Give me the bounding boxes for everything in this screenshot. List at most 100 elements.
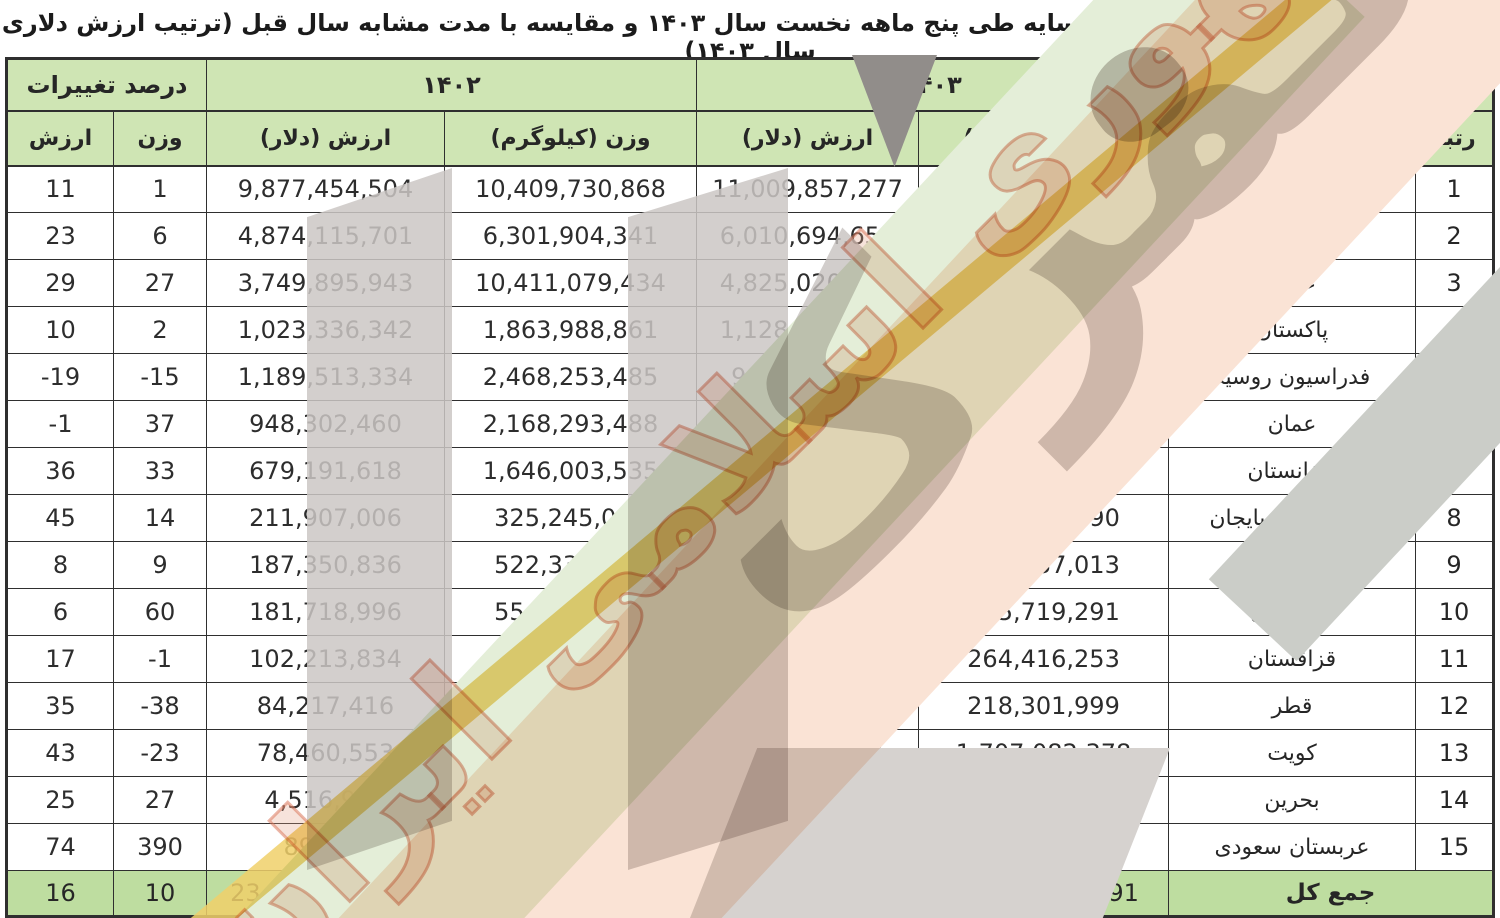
table-row: 1 امارات متحده عربی 10,533,867,170 11,009,8… — [6, 165, 1494, 213]
table-row: 5 فدراسیون روسیه 2,090,114,082 968,772,983 2… — [6, 353, 1494, 401]
total-weight-1402-cell: 39,503,551,442 — [444, 870, 697, 917]
table-row: 6 عمان 2,962,150,082 938,004,191 2,168,293,4… — [6, 400, 1494, 448]
rank-cell: 12 — [1415, 682, 1494, 730]
weight-1402-cell: 38,536 — [444, 823, 697, 871]
header-row-years: ۱۴۰۳ ۱۴۰۲ درصد تغییرات — [6, 58, 1494, 112]
table-row: 12 قطر 218,301,999 113,534,657 351,639,063 84… — [6, 682, 1494, 730]
value-1403-cell: 11,009,857,277 — [696, 165, 919, 213]
rank-cell: 5 — [1415, 353, 1494, 401]
table-row: 3 عراق 13,182,157,239 4,825,020,778 10,411,0… — [6, 259, 1494, 307]
weight-pct-cell: 37 — [113, 400, 207, 448]
rank-cell: 1 — [1415, 165, 1494, 213]
value-pct-column-header: ارزش — [6, 110, 114, 167]
value-pct-cell: 45 — [6, 494, 114, 542]
weight-1402-cell: 2,168,293,488 — [444, 400, 697, 448]
weight-1402-cell: 351,639,063 — [444, 682, 697, 730]
weight-pct-cell: -1 — [113, 635, 207, 683]
value-1403-cell: 6,010,694,659 — [696, 212, 919, 260]
value-pct-cell: 6 — [6, 588, 114, 636]
value-1402-cell: 4,516,927 — [206, 776, 445, 824]
country-cell: عراق — [1168, 259, 1416, 307]
country-cell: پاکستان — [1168, 306, 1416, 354]
weight-pct-cell: 6 — [113, 212, 207, 260]
weight-1402-column-header: وزن (کیلوگرم) — [444, 110, 697, 167]
weight-pct-cell: 60 — [113, 588, 207, 636]
table-row: 7 افغانستان 2,190,184,693 922,722,222 1,646,… — [6, 447, 1494, 495]
value-1402-cell: 1,023,336,342 — [206, 306, 445, 354]
country-cell: فدراسیون روسیه — [1168, 353, 1416, 401]
weight-1403-cell: 3,850,383 — [918, 776, 1169, 824]
rank-column-header: رتبه — [1415, 110, 1494, 167]
rank-cell: 15 — [1415, 823, 1494, 871]
total-weight-1403-cell: 43,579,036,491 — [918, 870, 1169, 917]
value-pct-cell: 8 — [6, 541, 114, 589]
total-value-pct-cell: 16 — [6, 870, 114, 917]
weight-pct-cell: -15 — [113, 353, 207, 401]
value-1403-cell: 1,128,866,338 — [696, 306, 919, 354]
rank-cell: 6 — [1415, 400, 1494, 448]
value-1402-cell: 948,302,460 — [206, 400, 445, 448]
weight-1402-cell: 2,468,253,485 — [444, 353, 697, 401]
weight-1403-cell: 264,416,253 — [918, 635, 1169, 683]
total-weight-pct-cell: 10 — [113, 870, 207, 917]
value-1402-cell: 679,191,618 — [206, 447, 445, 495]
weight-pct-cell: 27 — [113, 259, 207, 307]
country-cell: امارات متحده عربی — [1168, 165, 1416, 213]
weight-1402-cell: 10,409,730,868 — [444, 165, 697, 213]
value-pct-cell: -1 — [6, 400, 114, 448]
rank-cell: 8 — [1415, 494, 1494, 542]
country-cell: افغانستان — [1168, 447, 1416, 495]
table-row: 10 ارمنستان 885,719,291 192,108,446 554,122,… — [6, 588, 1494, 636]
country-cell: عمان — [1168, 400, 1416, 448]
rank-cell: 2 — [1415, 212, 1494, 260]
weight-1402-cell: 554,122,156 — [444, 588, 697, 636]
weight-pct-cell: 9 — [113, 541, 207, 589]
weight-1403-cell: 2,962,150,082 — [918, 400, 1169, 448]
weight-1402-cell: 1,646,003,535 — [444, 447, 697, 495]
value-1402-column-header: ارزش (دلار) — [206, 110, 445, 167]
value-pct-cell: 10 — [6, 306, 114, 354]
table-row: 11 قزاقستان 264,416,253 119,357,273 266,133,… — [6, 635, 1494, 683]
trade-statistics-table: ۱۴۰۳ ۱۴۰۲ درصد تغییرات رتبه کشور طرف معا… — [5, 57, 1495, 918]
country-cell: ترکمنستان — [1168, 541, 1416, 589]
value-1403-cell: 922,722,222 — [696, 447, 919, 495]
weight-1402-cell: 6,301,904,341 — [444, 212, 697, 260]
weight-1403-column-header: وزن (کیلوگرم) — [918, 110, 1169, 167]
weight-1402-cell: 10,411,079,434 — [444, 259, 697, 307]
rank-cell: 10 — [1415, 588, 1494, 636]
table-row: 9 ترکمنستان 566,937,013 202,546,416 522,335,… — [6, 541, 1494, 589]
value-1403-cell: 5,666,215 — [696, 776, 919, 824]
weight-pct-column-header: وزن — [113, 110, 207, 167]
weight-1402-cell: 2,211,752,369 — [444, 729, 697, 777]
weight-1403-cell: 566,937,013 — [918, 541, 1169, 589]
value-1402-cell: 78,460,553 — [206, 729, 445, 777]
weight-1403-cell: 218,301,999 — [918, 682, 1169, 730]
country-column-header: کشور طرف معامله — [1168, 110, 1416, 167]
table-row: 13 کویت 1,707,082,378 112,209,647 2,211,752,… — [6, 729, 1494, 777]
weight-1403-cell: 885,719,291 — [918, 588, 1169, 636]
value-pct-cell: 17 — [6, 635, 114, 683]
value-1402-cell: 4,874,115,701 — [206, 212, 445, 260]
value-1403-cell: 4,825,020,778 — [696, 259, 919, 307]
table-row: 4 پاکستان 1,906,405,700 1,128,866,338 1,863,… — [6, 306, 1494, 354]
value-pct-cell: -19 — [6, 353, 114, 401]
rank-cell: 3 — [1415, 259, 1494, 307]
table-row: 8 جمهوری آذربایجان 369,594,190 307,523,349 3… — [6, 494, 1494, 542]
weight-1403-cell: 2,190,184,693 — [918, 447, 1169, 495]
value-pct-cell: 29 — [6, 259, 114, 307]
weight-pct-cell: 27 — [113, 776, 207, 824]
weight-pct-cell: 33 — [113, 447, 207, 495]
weight-1403-cell: 2,090,114,082 — [918, 353, 1169, 401]
value-1403-column-header: ارزش (دلار) — [696, 110, 919, 167]
value-1403-cell: 113,534,657 — [696, 682, 919, 730]
table-row: 15 عربستان سعودی 188,640 156,775 38,536 89,86… — [6, 823, 1494, 871]
weight-1402-cell: 266,133,898 — [444, 635, 697, 683]
total-row: جمع کل 43,579,036,491 26,857,041,226 39,… — [6, 870, 1494, 917]
weight-1403-cell: 1,906,405,700 — [918, 306, 1169, 354]
value-1402-cell: 3,749,895,943 — [206, 259, 445, 307]
weight-pct-cell: 1 — [113, 165, 207, 213]
total-value-1403-cell: 26,857,041,226 — [696, 870, 919, 917]
weight-pct-cell: -38 — [113, 682, 207, 730]
rank-cell: 14 — [1415, 776, 1494, 824]
value-1402-cell: 89,864 — [206, 823, 445, 871]
